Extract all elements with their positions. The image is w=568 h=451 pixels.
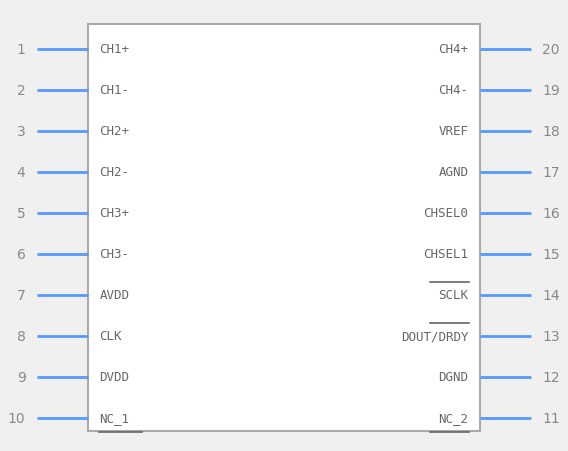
Text: 5: 5 [17, 207, 26, 221]
Text: CH3+: CH3+ [99, 207, 130, 220]
Text: 20: 20 [542, 43, 560, 56]
Text: 6: 6 [16, 247, 26, 261]
Text: SCLK: SCLK [438, 289, 469, 302]
Text: 19: 19 [542, 83, 560, 97]
Text: NC_1: NC_1 [99, 412, 130, 424]
Text: 10: 10 [8, 411, 26, 425]
Text: 16: 16 [542, 207, 560, 221]
Text: VREF: VREF [438, 125, 469, 138]
Text: CH2-: CH2- [99, 166, 130, 179]
Text: 3: 3 [17, 124, 26, 138]
Text: 9: 9 [16, 370, 26, 384]
Text: 11: 11 [542, 411, 560, 425]
Text: DOUT/DRDY: DOUT/DRDY [401, 330, 469, 343]
Text: AVDD: AVDD [99, 289, 130, 302]
Text: 17: 17 [542, 166, 560, 179]
Text: CH4-: CH4- [438, 84, 469, 97]
Text: DVDD: DVDD [99, 371, 130, 384]
Text: NC_2: NC_2 [438, 412, 469, 424]
Text: 4: 4 [17, 166, 26, 179]
Text: CLK: CLK [99, 330, 122, 343]
Text: 18: 18 [542, 124, 560, 138]
Text: CH1+: CH1+ [99, 43, 130, 56]
Text: CH2+: CH2+ [99, 125, 130, 138]
Text: 7: 7 [17, 288, 26, 302]
Text: CH4+: CH4+ [438, 43, 469, 56]
Text: CHSEL0: CHSEL0 [424, 207, 469, 220]
Text: 1: 1 [16, 43, 26, 56]
Text: DGND: DGND [438, 371, 469, 384]
Text: 15: 15 [542, 247, 560, 261]
Text: CHSEL1: CHSEL1 [424, 248, 469, 261]
Text: CH3-: CH3- [99, 248, 130, 261]
Text: CH1-: CH1- [99, 84, 130, 97]
Bar [88, 25, 480, 431]
Text: 12: 12 [542, 370, 560, 384]
Text: 13: 13 [542, 329, 560, 343]
Text: 8: 8 [16, 329, 26, 343]
Text: AGND: AGND [438, 166, 469, 179]
Text: 2: 2 [17, 83, 26, 97]
Text: 14: 14 [542, 288, 560, 302]
